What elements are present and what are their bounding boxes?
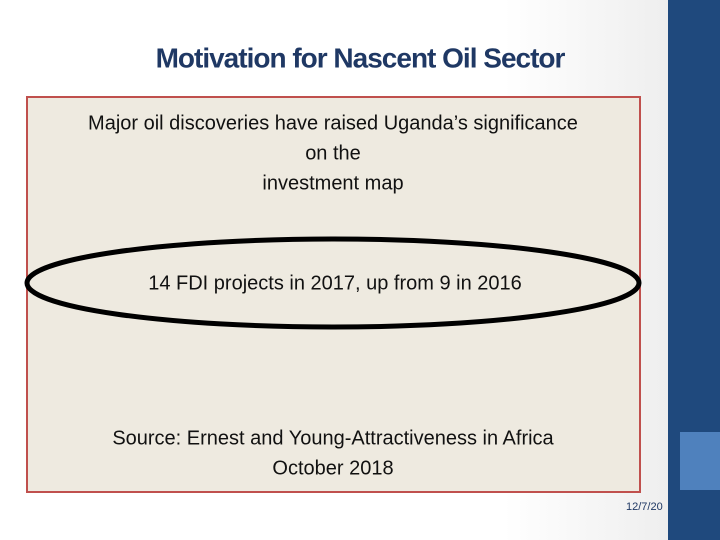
intro-line: Major oil discoveries have raised Uganda… [88,112,578,134]
slide-title: Motivation for Nascent Oil Sector [156,42,566,73]
side-bar-accent [680,432,720,490]
slide-date: 12/7/20 [626,501,663,513]
content-box [26,96,641,493]
highlight-oval [24,236,642,330]
source-line: October 2018 [272,457,393,479]
intro-line: on the [305,142,361,164]
intro-line: investment map [262,172,403,194]
source-line: Source: Ernest and Young-Attractiveness … [112,427,554,449]
highlight-text: 14 FDI projects in 2017, up from 9 in 20… [148,272,522,294]
